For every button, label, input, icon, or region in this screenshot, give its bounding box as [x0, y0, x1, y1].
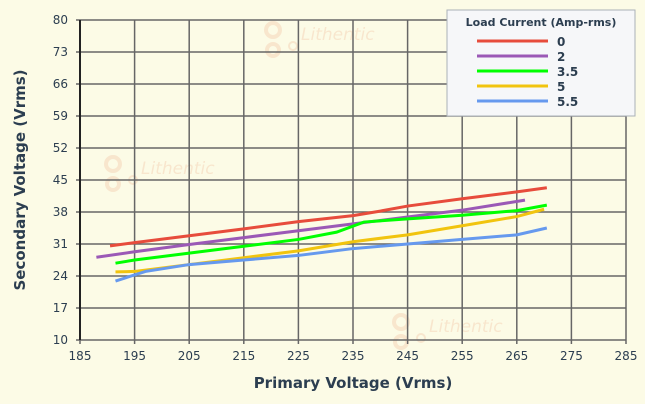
svg-text:Lithentic: Lithentic: [141, 159, 215, 179]
y-tick-label: 59: [53, 109, 68, 123]
y-tick-label: 31: [53, 237, 68, 251]
y-tick-label: 80: [53, 13, 68, 27]
legend-label: 5.5: [557, 95, 578, 109]
x-tick-label: 195: [123, 349, 146, 363]
x-tick-label: 185: [69, 349, 92, 363]
x-tick-label: 255: [451, 349, 474, 363]
series-line-2: [96, 198, 526, 259]
legend-label: 2: [557, 50, 565, 64]
watermark-layer: Lithentic Lithentic Lithentic: [104, 21, 503, 350]
x-tick-label: 225: [287, 349, 310, 363]
legend-label: 5: [557, 80, 565, 94]
series-line-0: [109, 186, 548, 248]
legend-label: 3.5: [557, 65, 578, 79]
x-tick-label: 245: [396, 349, 419, 363]
y-tick-label: 24: [53, 269, 68, 283]
watermark: Lithentic: [392, 313, 503, 350]
x-axis-label: Primary Voltage (Vrms): [254, 374, 453, 392]
x-tick-label: 235: [342, 349, 365, 363]
watermark: Lithentic: [264, 21, 375, 58]
x-tick-label: 275: [560, 349, 583, 363]
axes: 185 195 205 215 225 235 245 255 265 275 2851017243…: [53, 13, 638, 363]
legend-title: Load Current (Amp-rms): [466, 16, 617, 29]
svg-text:Lithentic: Lithentic: [301, 25, 375, 45]
x-tick-label: 205: [178, 349, 201, 363]
x-tick-label: 265: [505, 349, 528, 363]
x-tick-label: 285: [615, 349, 638, 363]
series-line-5.5: [115, 226, 548, 283]
y-tick-label: 45: [53, 173, 68, 187]
watermark: Lithentic: [104, 155, 215, 192]
series-lines: [96, 186, 548, 283]
svg-text:Lithentic: Lithentic: [429, 317, 503, 337]
y-tick-label: 66: [53, 77, 68, 91]
legend-label: 0: [557, 35, 565, 49]
y-axis-label: Secondary Voltage (Vrms): [11, 69, 29, 290]
y-tick-label: 38: [53, 205, 68, 219]
legend-box: [446, 9, 636, 117]
legend: Load Current (Amp-rms) 023.555.5: [446, 9, 636, 117]
x-tick-label: 215: [232, 349, 255, 363]
y-tick-label: 17: [53, 301, 68, 315]
y-tick-label: 10: [53, 333, 68, 347]
y-tick-label: 52: [53, 141, 68, 155]
y-tick-label: 73: [53, 45, 68, 59]
series-line-3.5: [115, 203, 548, 265]
